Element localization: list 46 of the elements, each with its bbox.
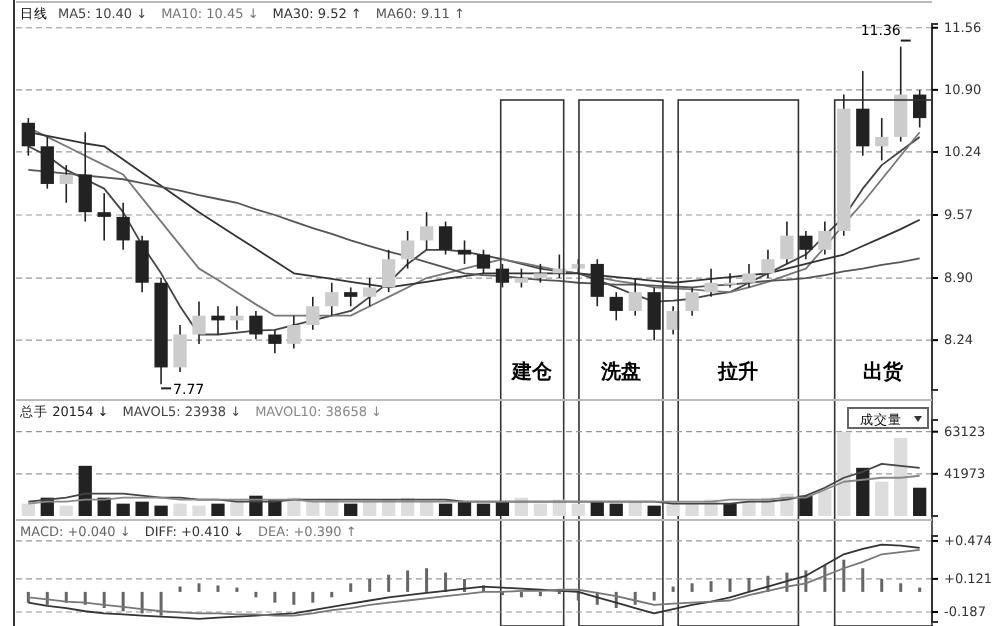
candlestick xyxy=(268,328,282,355)
candlestick xyxy=(780,220,794,265)
candlestick xyxy=(382,249,396,293)
candlestick xyxy=(533,263,548,284)
candlestick xyxy=(761,249,775,279)
annotation: 出货 xyxy=(863,360,906,384)
annotation: 拉升 xyxy=(716,360,759,384)
candlestick xyxy=(287,314,301,350)
candlestick xyxy=(647,286,661,341)
candlestick xyxy=(306,296,320,331)
candlestick xyxy=(457,239,472,265)
candlestick xyxy=(40,136,54,190)
candlestick xyxy=(135,234,149,293)
candlestick xyxy=(97,192,111,242)
candlestick xyxy=(419,211,434,251)
candlestick xyxy=(476,249,491,275)
candlestick xyxy=(325,281,339,317)
annotation: 建仓 xyxy=(510,360,555,384)
candlestick xyxy=(818,220,832,256)
candlestick xyxy=(78,131,92,223)
candlestick xyxy=(173,324,187,373)
candlestick xyxy=(192,300,206,345)
candlestick xyxy=(230,305,244,331)
candlestick xyxy=(590,258,604,308)
candlestick xyxy=(344,286,358,308)
candlestick xyxy=(856,70,870,157)
candlestick xyxy=(723,272,737,289)
candlestick xyxy=(211,305,225,336)
candlestick xyxy=(363,277,377,308)
candlestick xyxy=(249,310,263,340)
candlestick xyxy=(894,45,908,143)
candlestick xyxy=(400,230,415,270)
candlestick xyxy=(609,291,623,322)
candlestick xyxy=(514,267,529,289)
candlestick xyxy=(685,286,699,317)
candlestick xyxy=(59,164,73,204)
candlestick xyxy=(704,267,718,298)
candlestick xyxy=(438,220,453,256)
candlestick xyxy=(21,117,35,157)
annotation: 洗盘 xyxy=(598,360,641,384)
candlestick xyxy=(628,277,642,317)
line-series xyxy=(27,474,921,505)
candlestick xyxy=(116,201,130,251)
candlestick xyxy=(799,230,813,261)
candlestick xyxy=(742,263,756,289)
candlestick xyxy=(875,117,889,162)
